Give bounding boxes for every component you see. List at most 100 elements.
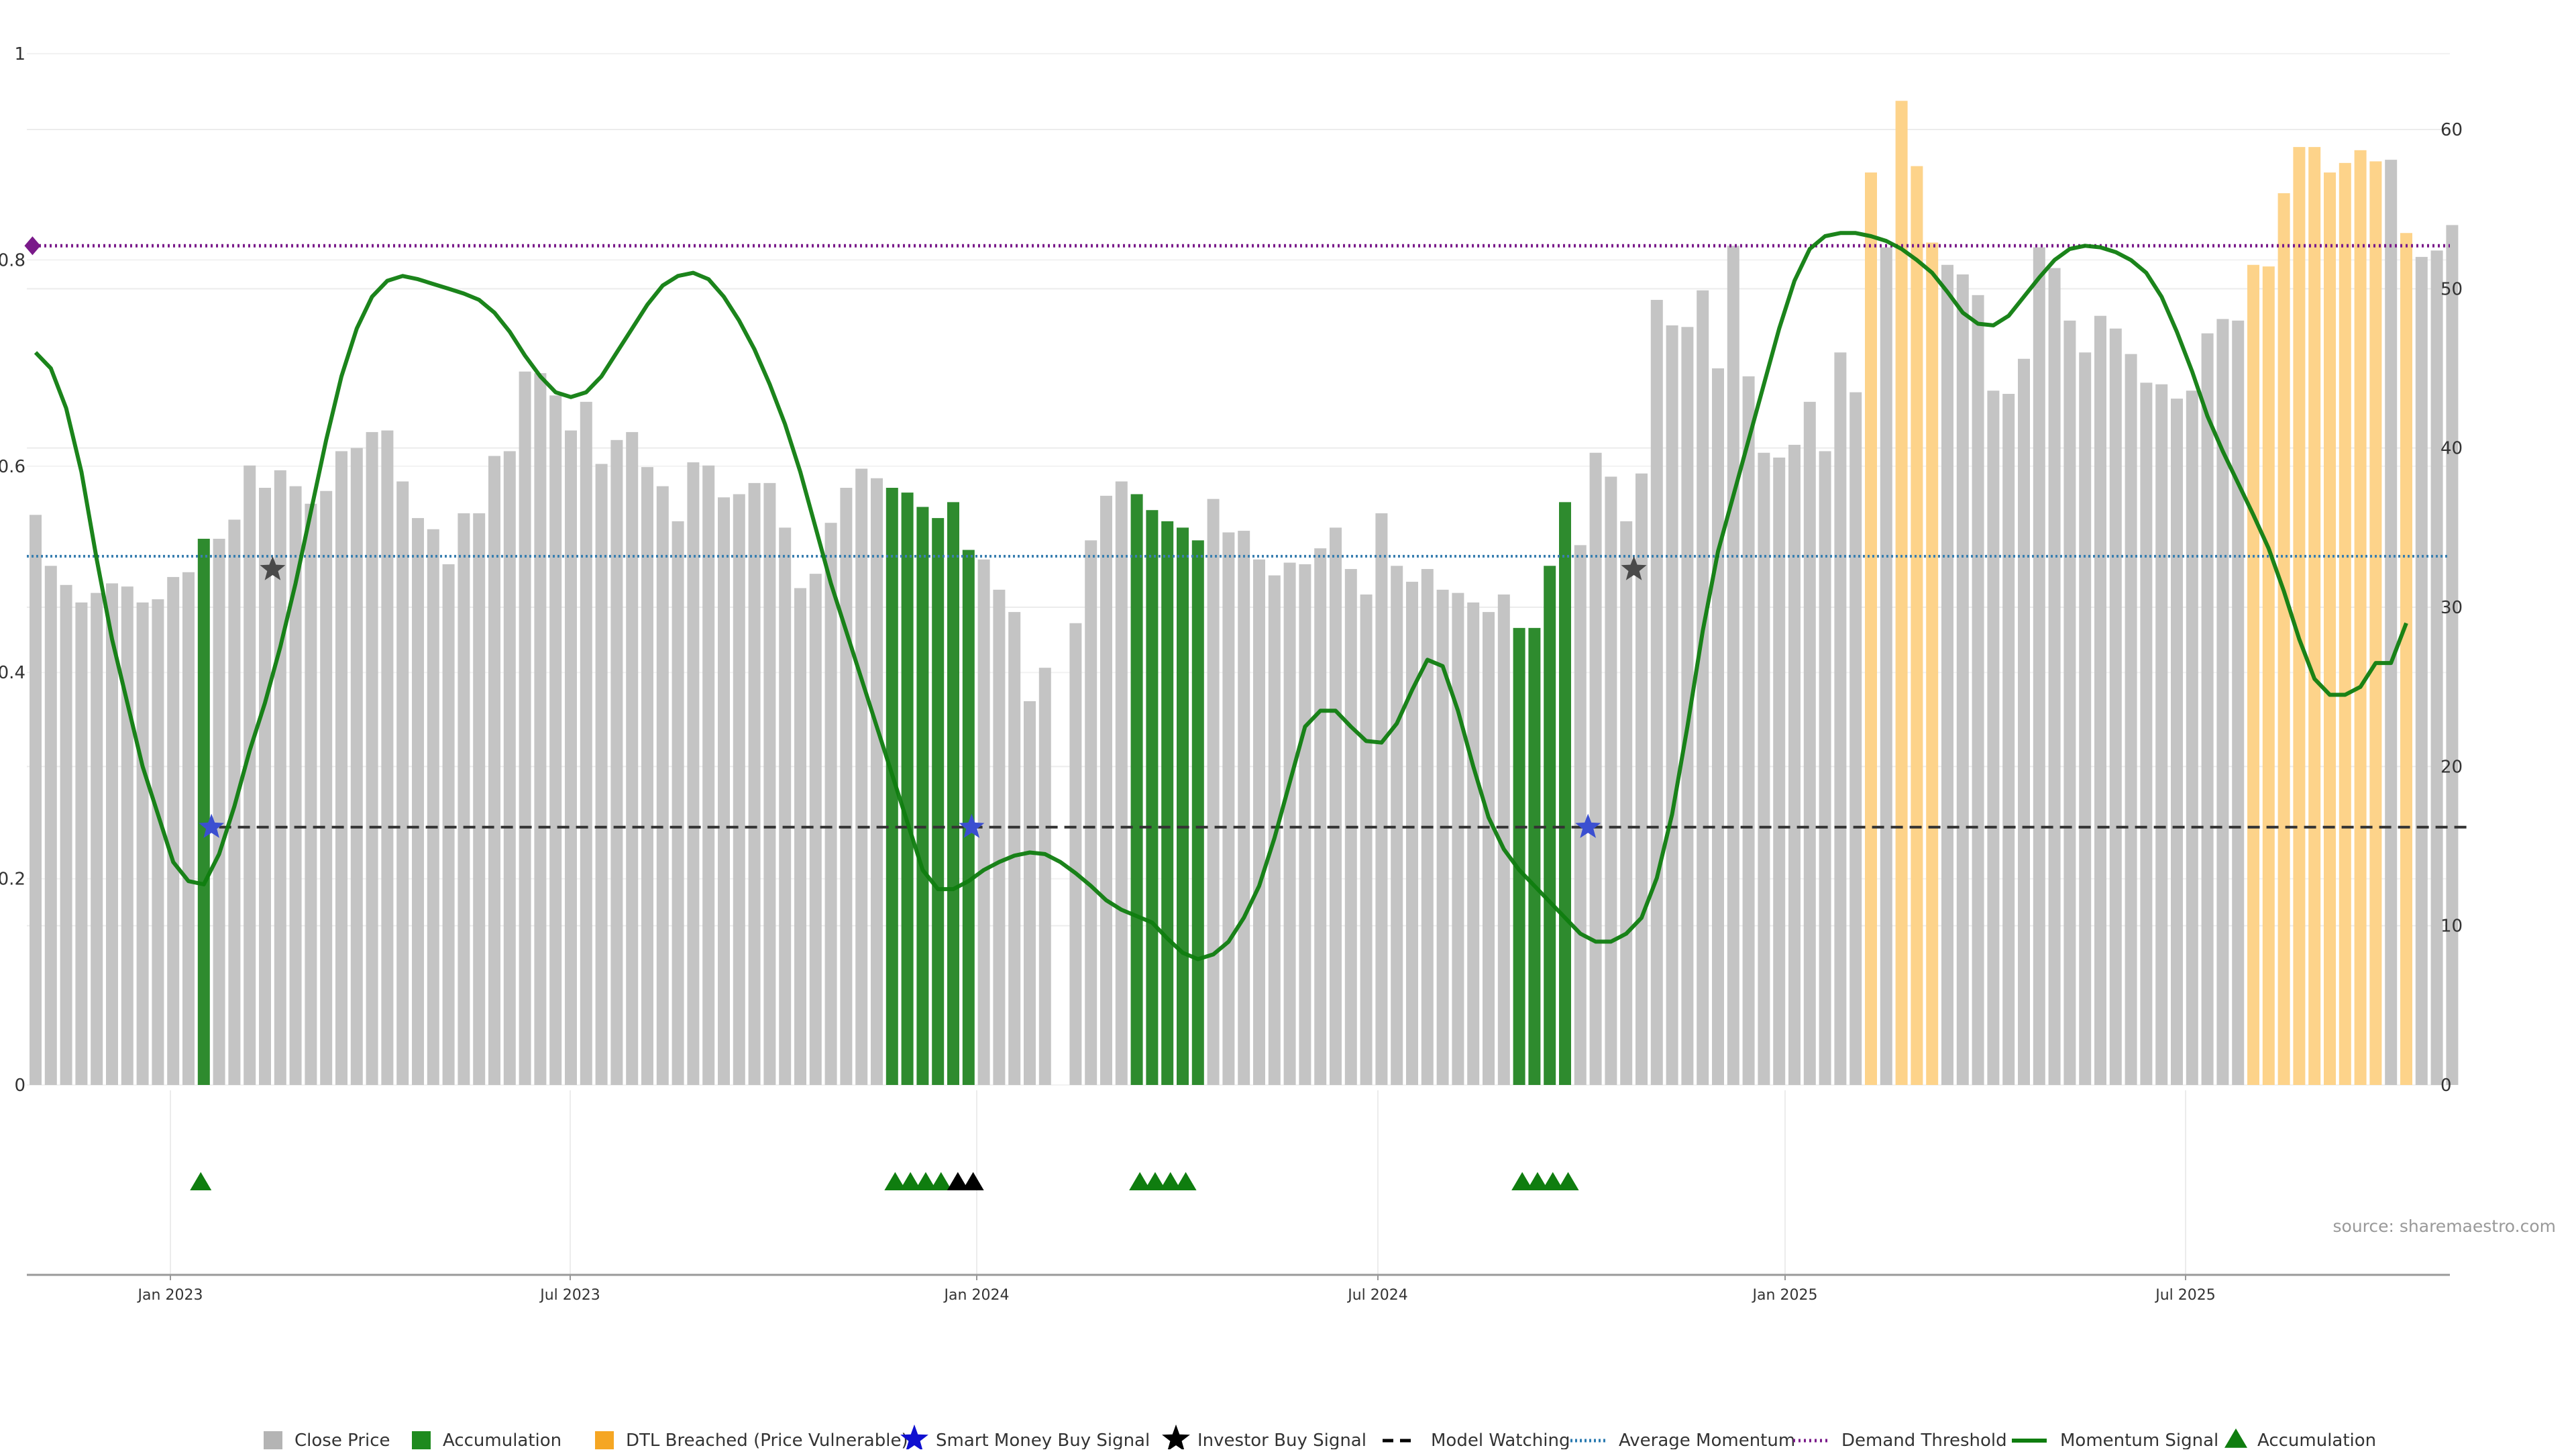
close-price-bar (1253, 559, 1265, 1085)
accumulation-bar (1544, 566, 1556, 1085)
close-price-bar (106, 583, 118, 1085)
close-price-bar (2109, 328, 2122, 1086)
close-price-bar (1452, 592, 1464, 1085)
close-price-bar (182, 572, 195, 1085)
close-price-bar (718, 497, 730, 1085)
close-price-bar (1115, 481, 1128, 1085)
close-price-bar (1299, 564, 1311, 1085)
close-price-bar (2232, 320, 2245, 1085)
close-price-bar (427, 529, 439, 1085)
close-price-bar (244, 465, 256, 1085)
legend-swatch (264, 1431, 282, 1450)
close-price-bar (2079, 352, 2092, 1086)
close-price-bar (1375, 513, 1388, 1085)
close-price-bar (656, 486, 669, 1085)
left-axis-tick-label: 1 (14, 44, 25, 64)
legend-item: Momentum Signal (2012, 1431, 2218, 1451)
close-price-bar (1436, 589, 1449, 1085)
legend-item: Average Momentum (1570, 1431, 1795, 1451)
accumulation-bar (1559, 502, 1571, 1085)
close-price-bar (1467, 602, 1480, 1085)
accumulation-triangle (930, 1172, 952, 1190)
close-price-bar (824, 523, 837, 1085)
close-price-bar (580, 401, 592, 1085)
close-price-bar (2201, 333, 2214, 1086)
right-axis-tick-label: 0 (2440, 1076, 2452, 1096)
close-price-bar (1803, 401, 1816, 1085)
right-axis-tick-label: 40 (2440, 439, 2463, 459)
close-price-bar (1038, 668, 1051, 1085)
right-axis-tick-label: 10 (2440, 917, 2463, 937)
investor-buy-signal-star (260, 556, 286, 580)
close-price-bar (1069, 623, 1082, 1085)
close-price-bar (779, 527, 792, 1085)
accumulation-triangle (884, 1172, 906, 1190)
close-price-bar (1681, 327, 1694, 1085)
accumulation-bar (916, 507, 929, 1085)
close-price-bar (2216, 319, 2229, 1086)
close-price-bar (993, 589, 1006, 1085)
close-price-bar (610, 439, 623, 1085)
close-price-bar (1819, 451, 1831, 1085)
investor-buy-signal-star (1621, 556, 1647, 580)
dtl-breached-bar (2293, 147, 2306, 1085)
close-price-bar (565, 430, 577, 1085)
close-price-bar (1085, 540, 1097, 1085)
legend-triangle-icon (2224, 1428, 2247, 1448)
legend-item: Close Price (264, 1431, 390, 1451)
close-price-bar (1788, 444, 1801, 1085)
close-price-bar (1742, 376, 1755, 1085)
close-price-bar (458, 513, 470, 1085)
close-price-bar (672, 521, 684, 1085)
close-price-bar (1483, 612, 1495, 1085)
accumulation-bar (1513, 627, 1525, 1085)
close-price-bar (75, 602, 88, 1085)
legend-label: Momentum Signal (2060, 1431, 2218, 1449)
dtl-breached-bar (1865, 172, 1877, 1086)
dtl-breached-bar (1911, 166, 1923, 1085)
legend-star-icon (1162, 1424, 1190, 1451)
close-price-bar (1758, 452, 1770, 1085)
close-price-bar (702, 465, 715, 1085)
legend-item: Smart Money Buy Signal (900, 1424, 1150, 1451)
legend-label: Investor Buy Signal (1197, 1431, 1366, 1449)
accumulation-triangle-black (962, 1172, 984, 1190)
close-price-bar (1360, 594, 1373, 1085)
close-price-bar (1880, 247, 1892, 1085)
dtl-breached-bar (2262, 266, 2275, 1085)
close-price-bar (1666, 325, 1678, 1085)
close-price-bar (1391, 566, 1403, 1085)
legend-label: DTL Breached (Price Vulnerable) (626, 1431, 908, 1449)
close-price-bar (167, 576, 180, 1085)
smart-money-buy-signal-star (959, 813, 985, 838)
close-price-bar (794, 588, 806, 1085)
close-price-bar (366, 431, 378, 1085)
dtl-breached-bar (2247, 264, 2259, 1085)
dtl-breached-bar (2339, 162, 2351, 1086)
close-price-bar (1268, 575, 1281, 1085)
smart-money-buy-signal-star (1575, 813, 1601, 838)
accumulation-bar (947, 502, 959, 1085)
accumulation-triangle (1129, 1172, 1151, 1190)
close-price-bar (2415, 256, 2428, 1085)
smart-money-buy-signal-star (199, 813, 225, 838)
accumulation-triangle (900, 1172, 922, 1190)
close-price-bar (519, 371, 531, 1086)
momentum-signal-line (34, 231, 2408, 962)
close-price-bar (473, 513, 486, 1085)
close-price-bar (1849, 392, 1862, 1085)
close-price-bar (1941, 264, 1953, 1085)
dtl-breached-bar (2308, 147, 2321, 1085)
accumulation-triangle (1511, 1172, 1534, 1190)
demand-threshold-marker (24, 236, 41, 256)
accumulation-bar (1177, 527, 1189, 1085)
close-price-bar (350, 448, 363, 1085)
left-axis-tick-label: 0.4 (0, 663, 25, 683)
close-price-bar (977, 559, 990, 1085)
close-price-bar (2125, 354, 2137, 1085)
x-axis-tick-label: Jan 2025 (1752, 1287, 1818, 1304)
triangle-layer (190, 1172, 1579, 1190)
close-price-bar (595, 464, 608, 1085)
accumulation-bar (962, 550, 975, 1085)
